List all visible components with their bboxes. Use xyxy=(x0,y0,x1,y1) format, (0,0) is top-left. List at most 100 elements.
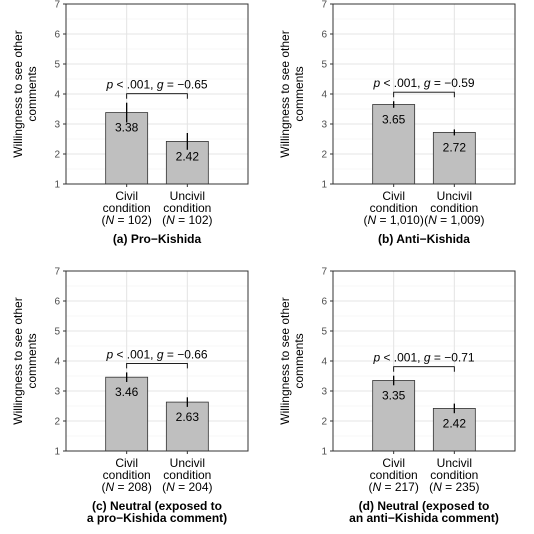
bar xyxy=(432,407,476,452)
y-tick-label: 2 xyxy=(54,417,60,428)
y-tick-label: 2 xyxy=(321,150,327,161)
plot-border xyxy=(65,3,249,185)
category-label-line: (N = 208) xyxy=(101,480,151,494)
category-label-line: condition xyxy=(163,201,211,215)
chart-a-svg: 1 2 3 4 5 6 7 3.38 2.42 p < .001, g = −0.65 Willin… xyxy=(11,0,249,246)
category-label-line: Civil xyxy=(382,456,405,470)
stat-annotation: p < .001, g = −0.71 xyxy=(372,351,474,365)
y-axis-title: Willingness to see othercomments xyxy=(278,30,306,157)
panel-caption: a pro−Kishida comment) xyxy=(87,511,227,525)
category-label-line: Civil xyxy=(115,456,138,470)
category-label-line: (N = 1,010) xyxy=(363,213,423,227)
category-label-line: condition xyxy=(370,201,418,215)
y-tick-label: 4 xyxy=(54,357,60,368)
category-label-line: (N = 235) xyxy=(429,480,479,494)
y-tick-label: 7 xyxy=(321,267,327,278)
data-label: 3.46 xyxy=(115,385,139,399)
category-label-line: (N = 217) xyxy=(368,480,418,494)
y-tick-label: 2 xyxy=(54,150,60,161)
y-tick-label: 3 xyxy=(321,387,327,398)
category-label-line: (N = 102) xyxy=(101,213,151,227)
y-tick-label: 1 xyxy=(54,447,60,458)
data-label: 2.42 xyxy=(443,416,467,430)
y-tick-label: 5 xyxy=(321,60,327,71)
stat-annotation: p < .001, g = −0.66 xyxy=(105,347,207,361)
category-label-line: condition xyxy=(430,201,478,215)
y-tick-label: 3 xyxy=(54,387,60,398)
stat-annotation: p < .001, g = −0.65 xyxy=(105,78,207,92)
category-label-line: condition xyxy=(103,201,151,215)
significance-bracket xyxy=(393,366,455,372)
category-label-line: condition xyxy=(370,468,418,482)
significance-bracket xyxy=(126,362,188,369)
y-tick-label: 1 xyxy=(321,180,327,191)
plot-border xyxy=(65,270,249,452)
panel-caption: (a) Pro−Kishida xyxy=(113,232,202,246)
stat-annotation: p < .001, g = −0.59 xyxy=(372,76,474,90)
category-label-line: condition xyxy=(103,468,151,482)
y-tick-label: 5 xyxy=(54,327,60,338)
panel-a: 1 2 3 4 5 6 7 3.38 2.42 p < .001, g = −0.65 Willin… xyxy=(0,0,267,267)
category-label-line: Uncivil xyxy=(170,189,205,203)
category-label-line: condition xyxy=(430,468,478,482)
data-label: 2.72 xyxy=(443,140,467,154)
y-tick-label: 4 xyxy=(54,90,60,101)
data-label: 2.63 xyxy=(176,410,200,424)
category-label-line: Uncivil xyxy=(437,189,472,203)
y-tick-label: 3 xyxy=(54,120,60,131)
y-tick-label: 7 xyxy=(321,0,327,11)
significance-bracket xyxy=(126,93,188,99)
category-label-line: Uncivil xyxy=(437,456,472,470)
data-label: 3.35 xyxy=(382,389,406,403)
panel-caption: (b) Anti−Kishida xyxy=(378,232,470,246)
category-label-line: (N = 102) xyxy=(162,213,212,227)
plot-border xyxy=(332,270,516,452)
chart-c-svg: 1 2 3 4 5 6 7 3.46 2.63 p < .001, g = −0.66 Willin… xyxy=(11,267,249,525)
bar xyxy=(372,104,416,185)
chart-d-svg: 1 2 3 4 5 6 7 3.35 2.42 p < .001, g = −0.71 Willin… xyxy=(278,267,516,525)
category-label-line: Uncivil xyxy=(170,456,205,470)
data-label: 2.42 xyxy=(176,149,200,163)
category-label-line: (N = 204) xyxy=(162,480,212,494)
y-tick-label: 7 xyxy=(54,0,60,11)
panel-d: 1 2 3 4 5 6 7 3.35 2.42 p < .001, g = −0.71 Willin… xyxy=(267,267,534,534)
y-tick-label: 3 xyxy=(321,120,327,131)
significance-bracket xyxy=(393,91,455,98)
panel-caption: (c) Neutral (exposed to xyxy=(92,499,222,513)
y-tick-label: 1 xyxy=(54,180,60,191)
y-tick-label: 5 xyxy=(321,327,327,338)
bar xyxy=(432,131,476,185)
y-tick-label: 5 xyxy=(54,60,60,71)
y-tick-label: 6 xyxy=(54,30,60,41)
y-tick-label: 4 xyxy=(321,90,327,101)
plot-border xyxy=(332,3,516,185)
panel-c: 1 2 3 4 5 6 7 3.46 2.63 p < .001, g = −0.66 Willin… xyxy=(0,267,267,534)
category-label-line: Civil xyxy=(382,189,405,203)
data-label: 3.38 xyxy=(115,121,139,135)
y-tick-label: 6 xyxy=(54,297,60,308)
y-tick-label: 4 xyxy=(321,357,327,368)
y-tick-label: 6 xyxy=(321,30,327,41)
y-axis-title: Willingness to see othercomments xyxy=(278,297,306,424)
y-tick-label: 7 xyxy=(54,267,60,278)
y-axis-title: Willingness to see othercomments xyxy=(11,30,39,157)
category-label-line: (N = 1,009) xyxy=(424,213,484,227)
data-label: 3.65 xyxy=(382,113,406,127)
panel-b: 1 2 3 4 5 6 7 3.65 2.72 p < .001, g = −0.59 Willin… xyxy=(267,0,534,267)
category-label-line: Civil xyxy=(115,189,138,203)
bar xyxy=(165,401,209,452)
y-tick-label: 1 xyxy=(321,447,327,458)
category-label-line: condition xyxy=(163,468,211,482)
y-tick-label: 2 xyxy=(321,417,327,428)
chart-b-svg: 1 2 3 4 5 6 7 3.65 2.72 p < .001, g = −0.59 Willin… xyxy=(278,0,516,246)
y-tick-label: 6 xyxy=(321,297,327,308)
y-axis-title: Willingness to see othercomments xyxy=(11,297,39,424)
